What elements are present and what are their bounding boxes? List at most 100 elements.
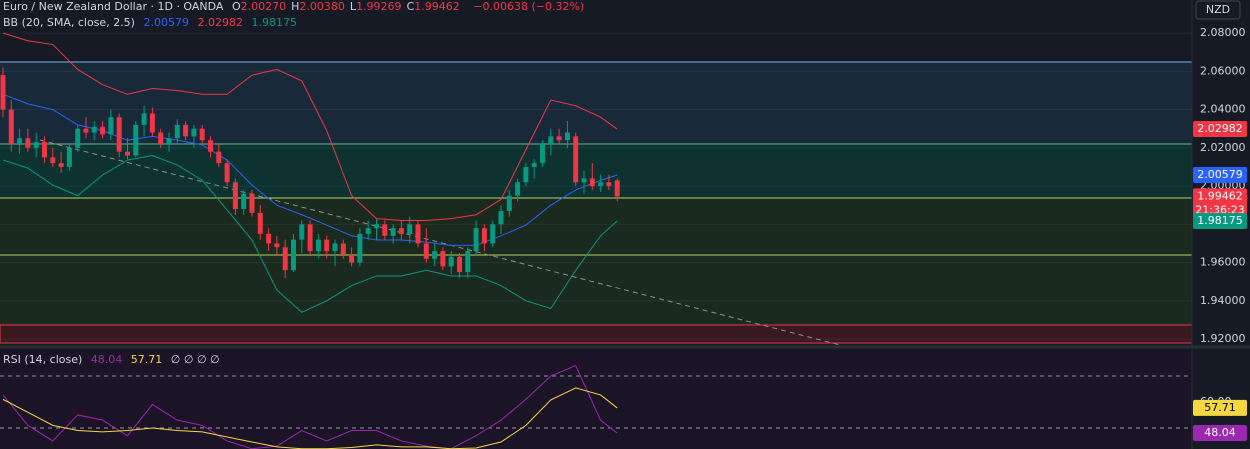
candle-body <box>349 254 355 263</box>
ohlc: O2.00270 H2.00380 L1.99269 C1.99462 <box>232 0 465 13</box>
candle-body <box>548 136 554 145</box>
candle-body <box>133 124 139 156</box>
candle-body <box>232 182 238 210</box>
candle-body <box>249 193 255 213</box>
rsi-value: 48.04 <box>90 353 123 366</box>
candle-body <box>100 126 106 135</box>
price-label: 1.98175 <box>1197 214 1243 227</box>
ohlc-key: H <box>291 0 300 13</box>
zone <box>0 198 1192 325</box>
price-label-box <box>1193 212 1247 229</box>
candle-body <box>257 212 263 234</box>
candle-body <box>324 239 330 252</box>
candle-body <box>365 228 371 234</box>
trend-line <box>39 139 841 346</box>
candle-body <box>116 117 122 152</box>
ohlc-key: L <box>349 0 357 13</box>
y-tick-label: 2.02000 <box>1200 141 1246 154</box>
candle-body <box>299 224 305 240</box>
candle-body <box>25 138 31 148</box>
zone <box>0 62 1192 144</box>
ohlc-key: C <box>406 0 415 13</box>
candle-body <box>108 117 114 135</box>
candle-body <box>415 224 421 244</box>
change: −0.00638 (−0.32%) <box>473 0 585 13</box>
candle-body <box>398 228 404 234</box>
candle-body <box>191 128 197 137</box>
candle-body <box>531 163 537 167</box>
currency: NZD <box>1206 3 1230 16</box>
ohlc-value: 2.00380 <box>299 0 345 13</box>
candle-body <box>523 166 529 183</box>
candle-body <box>216 151 222 164</box>
candle-body <box>241 193 247 210</box>
candle-body <box>125 151 130 156</box>
candle-body <box>564 132 570 141</box>
ohlc-value: 1.99269 <box>356 0 402 13</box>
bb-value: 2.00579 <box>143 16 189 29</box>
candle-body <box>606 182 612 187</box>
price-label-box <box>1193 188 1247 219</box>
candle-body <box>141 113 147 125</box>
candle-body <box>448 256 454 267</box>
price-label-box <box>1193 167 1247 184</box>
candle-body <box>50 157 56 164</box>
candle-body <box>432 251 438 259</box>
price-label-box <box>1193 425 1247 442</box>
candle-body <box>183 124 189 137</box>
candle-body <box>17 138 23 145</box>
bb-lower <box>2 154 618 313</box>
candle-body <box>390 228 396 236</box>
candle-body <box>340 243 346 255</box>
candle-body <box>506 195 512 211</box>
candle-body <box>598 182 604 187</box>
candle-body <box>291 239 296 271</box>
bb-upper <box>2 32 618 222</box>
candle-body <box>158 132 164 145</box>
candle-body <box>8 109 14 145</box>
candle-body <box>614 180 620 197</box>
candle-body <box>407 224 413 234</box>
y-tick-label: 2.06000 <box>1200 64 1246 77</box>
y-tick-label: 2.08000 <box>1200 26 1246 39</box>
candle-body <box>42 142 47 158</box>
candle-body <box>374 224 379 229</box>
candle-body <box>332 243 338 252</box>
candle-body <box>540 144 545 164</box>
y-tick-label: 1.92000 <box>1200 332 1246 345</box>
symbol: Euro / New Zealand Dollar · 1D · OANDA <box>3 0 224 13</box>
bb-value: 2.02982 <box>197 16 243 29</box>
candle-body <box>83 128 89 133</box>
candle-body <box>481 228 487 244</box>
candle-body <box>465 251 471 273</box>
candle-body <box>91 126 97 133</box>
candle-body <box>573 136 579 183</box>
y-tick-label: 2.04000 <box>1200 103 1246 116</box>
candle-body <box>515 182 521 196</box>
candle-body <box>423 243 429 259</box>
price-label: 57.71 <box>1204 401 1236 414</box>
candle-body <box>440 251 446 267</box>
candle-body <box>473 228 479 252</box>
candle-body <box>208 140 213 152</box>
candle-body <box>581 178 587 183</box>
candle-body <box>199 128 205 141</box>
candle-body <box>224 163 230 183</box>
ohlc-key: O <box>231 0 241 13</box>
candle-body <box>382 224 388 236</box>
rsi-panel <box>0 350 1192 449</box>
candle-body <box>357 233 363 263</box>
rsi-extra: ∅ ∅ ∅ ∅ <box>170 353 220 366</box>
bb-value: 1.98175 <box>251 16 297 29</box>
price-label-box <box>1193 121 1247 138</box>
rsi-legend: RSI (14, close) 48.04 57.71 ∅ ∅ ∅ ∅ <box>3 353 225 366</box>
candle-body <box>498 210 504 225</box>
candle-body <box>266 233 272 244</box>
candle-body <box>174 124 180 139</box>
price-label: 2.00579 <box>1197 168 1243 181</box>
ohlc-value: 1.99462 <box>414 0 460 13</box>
candle-body <box>66 147 72 167</box>
candle-body <box>315 239 321 252</box>
